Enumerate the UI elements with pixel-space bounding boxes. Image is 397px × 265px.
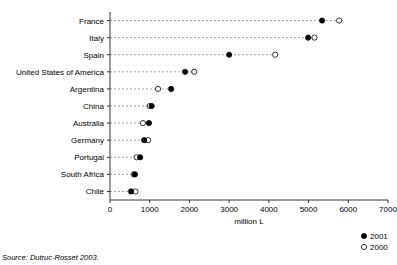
dot xyxy=(155,86,160,91)
x-tick-label: 0 xyxy=(108,205,113,214)
leader-line xyxy=(110,88,171,89)
plot-area xyxy=(110,18,342,194)
y-tick xyxy=(107,54,110,55)
y-tick xyxy=(107,106,110,107)
x-axis xyxy=(110,200,388,201)
x-tick xyxy=(189,200,190,203)
leader-line xyxy=(110,37,315,38)
dot xyxy=(138,155,143,160)
category-label: Portugal xyxy=(74,153,104,162)
category-label: Spain xyxy=(84,51,104,60)
y-tick xyxy=(107,157,110,158)
x-tick xyxy=(110,200,111,203)
x-tick-label: 4000 xyxy=(260,205,278,214)
y-tick xyxy=(107,123,110,124)
category-label: France xyxy=(79,17,104,26)
x-tick xyxy=(308,200,309,203)
x-tick-label: 1000 xyxy=(141,205,159,214)
source-note: Source: Dutruc-Rosset 2003. xyxy=(2,253,99,262)
category-label: United States of America xyxy=(16,68,105,77)
dot xyxy=(312,35,317,40)
y-tick xyxy=(107,37,110,38)
x-tick-label: 3000 xyxy=(220,205,238,214)
x-axis-label: million L xyxy=(234,217,264,226)
dot xyxy=(273,52,278,57)
dot xyxy=(149,103,154,108)
dot xyxy=(306,35,311,40)
legend-marker xyxy=(361,233,366,238)
dot xyxy=(227,52,232,57)
y-tick xyxy=(107,71,110,72)
x-tick-label: 5000 xyxy=(300,205,318,214)
category-label: South Africa xyxy=(61,170,105,179)
x-tick xyxy=(149,200,150,203)
category-label: Germany xyxy=(71,136,104,145)
x-tick xyxy=(268,200,269,203)
x-tick-label: 7000 xyxy=(379,205,397,214)
dot xyxy=(128,189,133,194)
category-label: Australia xyxy=(73,119,105,128)
dot xyxy=(142,138,147,143)
category-label: China xyxy=(83,102,104,111)
legend-marker xyxy=(361,244,366,249)
leader-line xyxy=(110,54,275,55)
y-tick xyxy=(107,20,110,21)
legend-label: 2000 xyxy=(370,243,388,252)
dot xyxy=(337,18,342,23)
dot xyxy=(182,69,187,74)
dot xyxy=(192,69,197,74)
y-tick xyxy=(107,88,110,89)
x-tick xyxy=(388,200,389,203)
dot xyxy=(132,172,137,177)
x-tick xyxy=(348,200,349,203)
leader-line xyxy=(110,71,194,72)
dot xyxy=(169,86,174,91)
y-tick xyxy=(107,174,110,175)
category-label: Italy xyxy=(89,34,104,43)
dot xyxy=(146,120,151,125)
dot xyxy=(319,18,324,23)
chart: 0 1000 2000 3000 4000 5000 6000 7000 million L Fr… xyxy=(0,0,397,265)
x-tick-label: 2000 xyxy=(181,205,199,214)
legend-label: 2001 xyxy=(370,232,388,241)
x-tick xyxy=(229,200,230,203)
category-label: Chile xyxy=(86,187,105,196)
dot xyxy=(140,120,145,125)
x-tick-label: 6000 xyxy=(339,205,357,214)
category-label: Argentina xyxy=(70,85,105,94)
leader-line xyxy=(110,20,339,21)
y-tick xyxy=(107,140,110,141)
y-tick xyxy=(107,191,110,192)
leader-line xyxy=(110,106,152,107)
